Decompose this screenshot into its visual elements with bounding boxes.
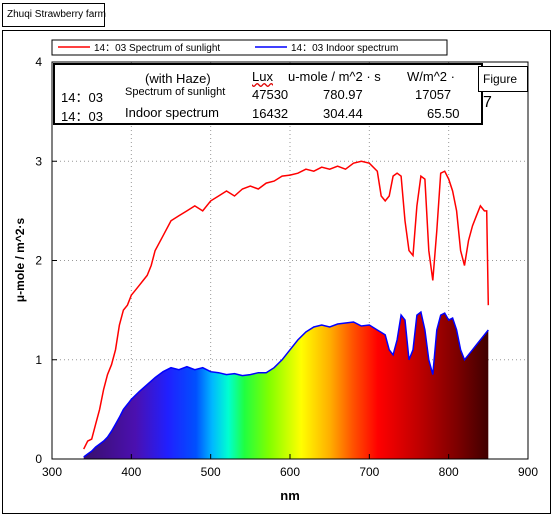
sunlight-spectrum-line xyxy=(83,160,490,450)
x-tick-label: 900 xyxy=(518,465,538,479)
figure-number-label: Figure 7 xyxy=(478,66,528,111)
y-tick-label: 0 xyxy=(35,452,42,466)
x-tick-label: 300 xyxy=(42,465,62,479)
indoor-spectrum-line xyxy=(83,310,489,458)
y-tick-label: 3 xyxy=(35,154,42,168)
y-tick-label: 4 xyxy=(35,55,42,69)
col-header-wm2: W/m^2 · xyxy=(407,69,455,84)
row-indoor-umole: 304.44 xyxy=(323,106,363,121)
col-header-lux: Lux xyxy=(252,69,273,84)
row-sunlight-wm2: 17057 xyxy=(415,87,452,102)
x-tick-label: 800 xyxy=(439,465,459,479)
table-title: (with Haze) xyxy=(145,71,211,86)
legend-indoor-label: 14：03 Indoor spectrum xyxy=(291,43,398,54)
x-tick-label: 600 xyxy=(280,465,300,479)
farm-label: Zhuqi Strawberry farm xyxy=(2,3,106,27)
x-tick-label: 500 xyxy=(201,465,221,479)
figure-number: 7 xyxy=(483,94,492,111)
measurement-table: (with Haze) Lux u-mole / m^2 · s W/m^2 ·… xyxy=(53,63,483,125)
y-axis-label: μ-mole / m^2·s xyxy=(13,217,27,302)
row-indoor-lux: 16432 xyxy=(252,106,289,121)
row-sunlight-time: 14：03 xyxy=(61,90,103,105)
row-sunlight-name: Spectrum of sunlight xyxy=(125,86,226,98)
legend-sunlight-label: 14：03 Spectrum of sunlight xyxy=(94,43,220,54)
col-header-umole: u-mole / m^2 · s xyxy=(288,69,381,84)
row-sunlight-lux: 47530 xyxy=(252,87,289,102)
row-indoor-wm2: 65.50 xyxy=(427,106,460,121)
figure-word: Figure xyxy=(483,72,518,86)
x-tick-label: 400 xyxy=(121,465,141,479)
indoor-spectrum-fill xyxy=(83,312,489,459)
row-indoor-name: Indoor spectrum xyxy=(125,105,219,120)
legend: 14：03 Spectrum of sunlight 14：03 Indoor … xyxy=(51,39,448,56)
row-indoor-time: 14：03 xyxy=(61,109,103,124)
y-tick-label: 2 xyxy=(35,254,42,268)
chart-border xyxy=(2,30,551,514)
y-tick-label: 1 xyxy=(35,353,42,367)
x-tick-label: 700 xyxy=(359,465,379,479)
row-sunlight-umole: 780.97 xyxy=(323,87,363,102)
x-axis-label: nm xyxy=(280,488,300,503)
